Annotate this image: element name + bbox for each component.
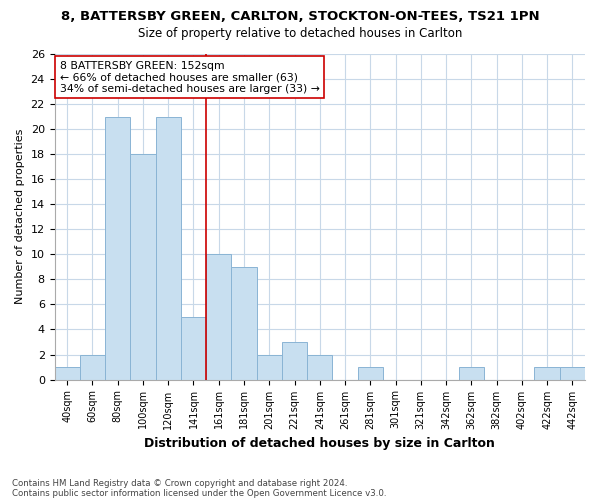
Y-axis label: Number of detached properties: Number of detached properties: [15, 129, 25, 304]
Bar: [105, 116, 130, 380]
Bar: [55, 367, 80, 380]
X-axis label: Distribution of detached houses by size in Carlton: Distribution of detached houses by size …: [145, 437, 495, 450]
Bar: [358, 367, 383, 380]
Bar: [560, 367, 585, 380]
Bar: [535, 367, 560, 380]
Text: 8 BATTERSBY GREEN: 152sqm
← 66% of detached houses are smaller (63)
34% of semi-: 8 BATTERSBY GREEN: 152sqm ← 66% of detac…: [60, 60, 320, 94]
Bar: [257, 354, 282, 380]
Bar: [307, 354, 332, 380]
Bar: [458, 367, 484, 380]
Bar: [232, 267, 257, 380]
Text: Contains HM Land Registry data © Crown copyright and database right 2024.: Contains HM Land Registry data © Crown c…: [12, 478, 347, 488]
Bar: [80, 354, 105, 380]
Text: Contains public sector information licensed under the Open Government Licence v3: Contains public sector information licen…: [12, 488, 386, 498]
Bar: [155, 116, 181, 380]
Bar: [181, 317, 206, 380]
Bar: [130, 154, 155, 380]
Text: 8, BATTERSBY GREEN, CARLTON, STOCKTON-ON-TEES, TS21 1PN: 8, BATTERSBY GREEN, CARLTON, STOCKTON-ON…: [61, 10, 539, 23]
Bar: [206, 254, 232, 380]
Text: Size of property relative to detached houses in Carlton: Size of property relative to detached ho…: [138, 28, 462, 40]
Bar: [282, 342, 307, 380]
